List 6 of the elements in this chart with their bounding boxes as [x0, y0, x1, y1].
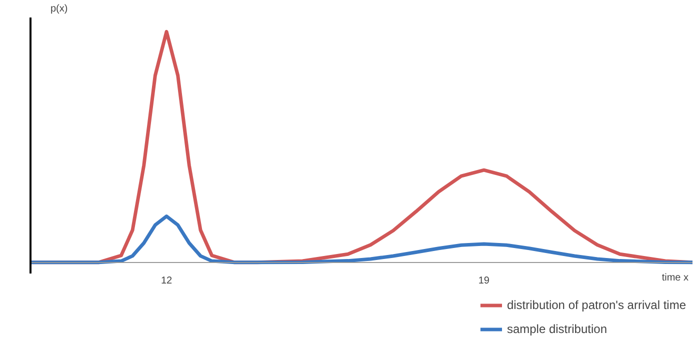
x-axis-title: time x	[662, 272, 688, 284]
y-axis-title: p(x)	[50, 4, 68, 14]
x-tick-label: 19	[478, 275, 490, 286]
legend-label: distribution of patron's arrival time	[506, 297, 686, 313]
legend-label: sample distribution	[506, 321, 608, 337]
x-tick-label: 12	[160, 275, 173, 286]
